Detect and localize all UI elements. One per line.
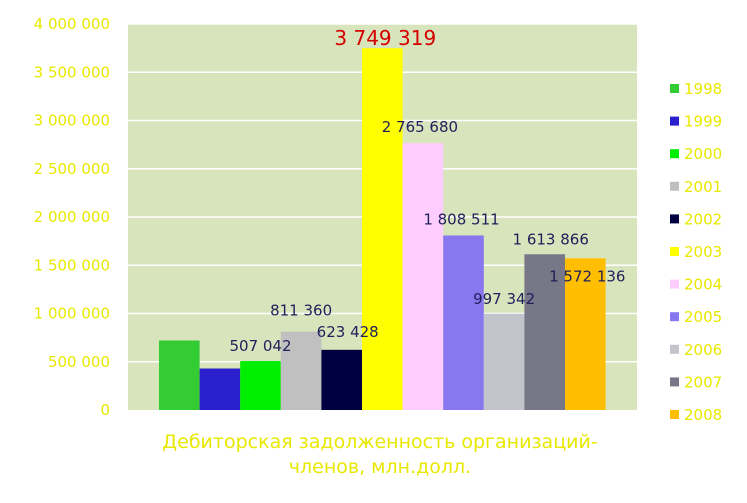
y-tick-label: 0	[100, 401, 110, 419]
legend-label-2007: 2007	[684, 373, 722, 391]
y-tick-label: 3 000 000	[34, 112, 110, 130]
data-labels: 507 042 811 360 623 428 3 749 319 2 765 680 1…	[229, 26, 625, 355]
bar-2000	[240, 361, 281, 410]
data-label-2005: 1 808 511	[423, 210, 499, 228]
y-axis: 0 500 000 1 000 000 1 500 000 2 000 000 2 500…	[34, 15, 110, 419]
data-label-2000: 507 042	[229, 337, 291, 355]
legend-swatch-2002	[670, 214, 679, 224]
y-tick-label: 1 000 000	[34, 305, 110, 323]
legend-swatch-2005	[670, 312, 679, 322]
bar-2005	[443, 235, 484, 410]
legend-swatch-2000	[670, 149, 679, 159]
bar-1998	[159, 340, 200, 410]
y-tick-label: 2 500 000	[34, 160, 110, 178]
legend-swatch-2006	[670, 344, 679, 354]
data-label-2008: 1 572 136	[549, 267, 625, 285]
data-label-2006: 997 342	[473, 290, 535, 308]
bar-2002	[321, 349, 362, 410]
legend-swatch-2007	[670, 377, 679, 387]
y-tick-label: 4 000 000	[34, 15, 110, 33]
data-label-2003: 3 749 319	[334, 26, 436, 50]
data-label-2007: 1 613 866	[513, 230, 589, 248]
legend-swatch-2003	[670, 247, 679, 256]
bar-1999	[199, 368, 241, 410]
bar-2007	[524, 254, 565, 410]
legend-swatch-1998	[670, 84, 679, 93]
data-label-2004: 2 765 680	[382, 118, 458, 136]
legend-label-2006: 2006	[684, 341, 722, 359]
legend-swatch-2001	[670, 181, 679, 191]
y-tick-label: 500 000	[48, 353, 110, 371]
legend-label-2000: 2000	[684, 145, 722, 163]
legend-swatch-1999	[670, 116, 679, 126]
legend-label-2004: 2004	[684, 276, 722, 294]
bar-2004	[402, 143, 444, 410]
bar-2006	[483, 313, 525, 410]
chart-caption: Дебиторская задолженность организаций- ч…	[162, 431, 598, 478]
legend-label-1998: 1998	[684, 80, 722, 98]
y-tick-label: 2 000 000	[34, 208, 110, 226]
legend-label-1999: 1999	[684, 113, 722, 131]
bars	[159, 48, 606, 411]
bar-2003	[362, 48, 403, 411]
legend-label-2005: 2005	[684, 308, 722, 326]
legend-label-2002: 2002	[684, 210, 722, 228]
data-label-2002: 623 428	[317, 323, 379, 341]
y-tick-label: 1 500 000	[34, 256, 110, 274]
legend-swatch-2004	[670, 279, 679, 289]
legend-label-2008: 2008	[684, 406, 722, 424]
data-label-2001: 811 360	[270, 302, 332, 320]
legend: 1998 1999 2000 2001 2002 2003 2004 2005 2006 2007…	[670, 80, 722, 424]
y-tick-label: 3 500 000	[34, 63, 110, 81]
legend-label-2003: 2003	[684, 243, 722, 261]
bar-2001	[280, 331, 322, 410]
bar-2008	[565, 258, 606, 410]
legend-swatch-2008	[670, 410, 679, 419]
legend-label-2001: 2001	[684, 178, 722, 196]
